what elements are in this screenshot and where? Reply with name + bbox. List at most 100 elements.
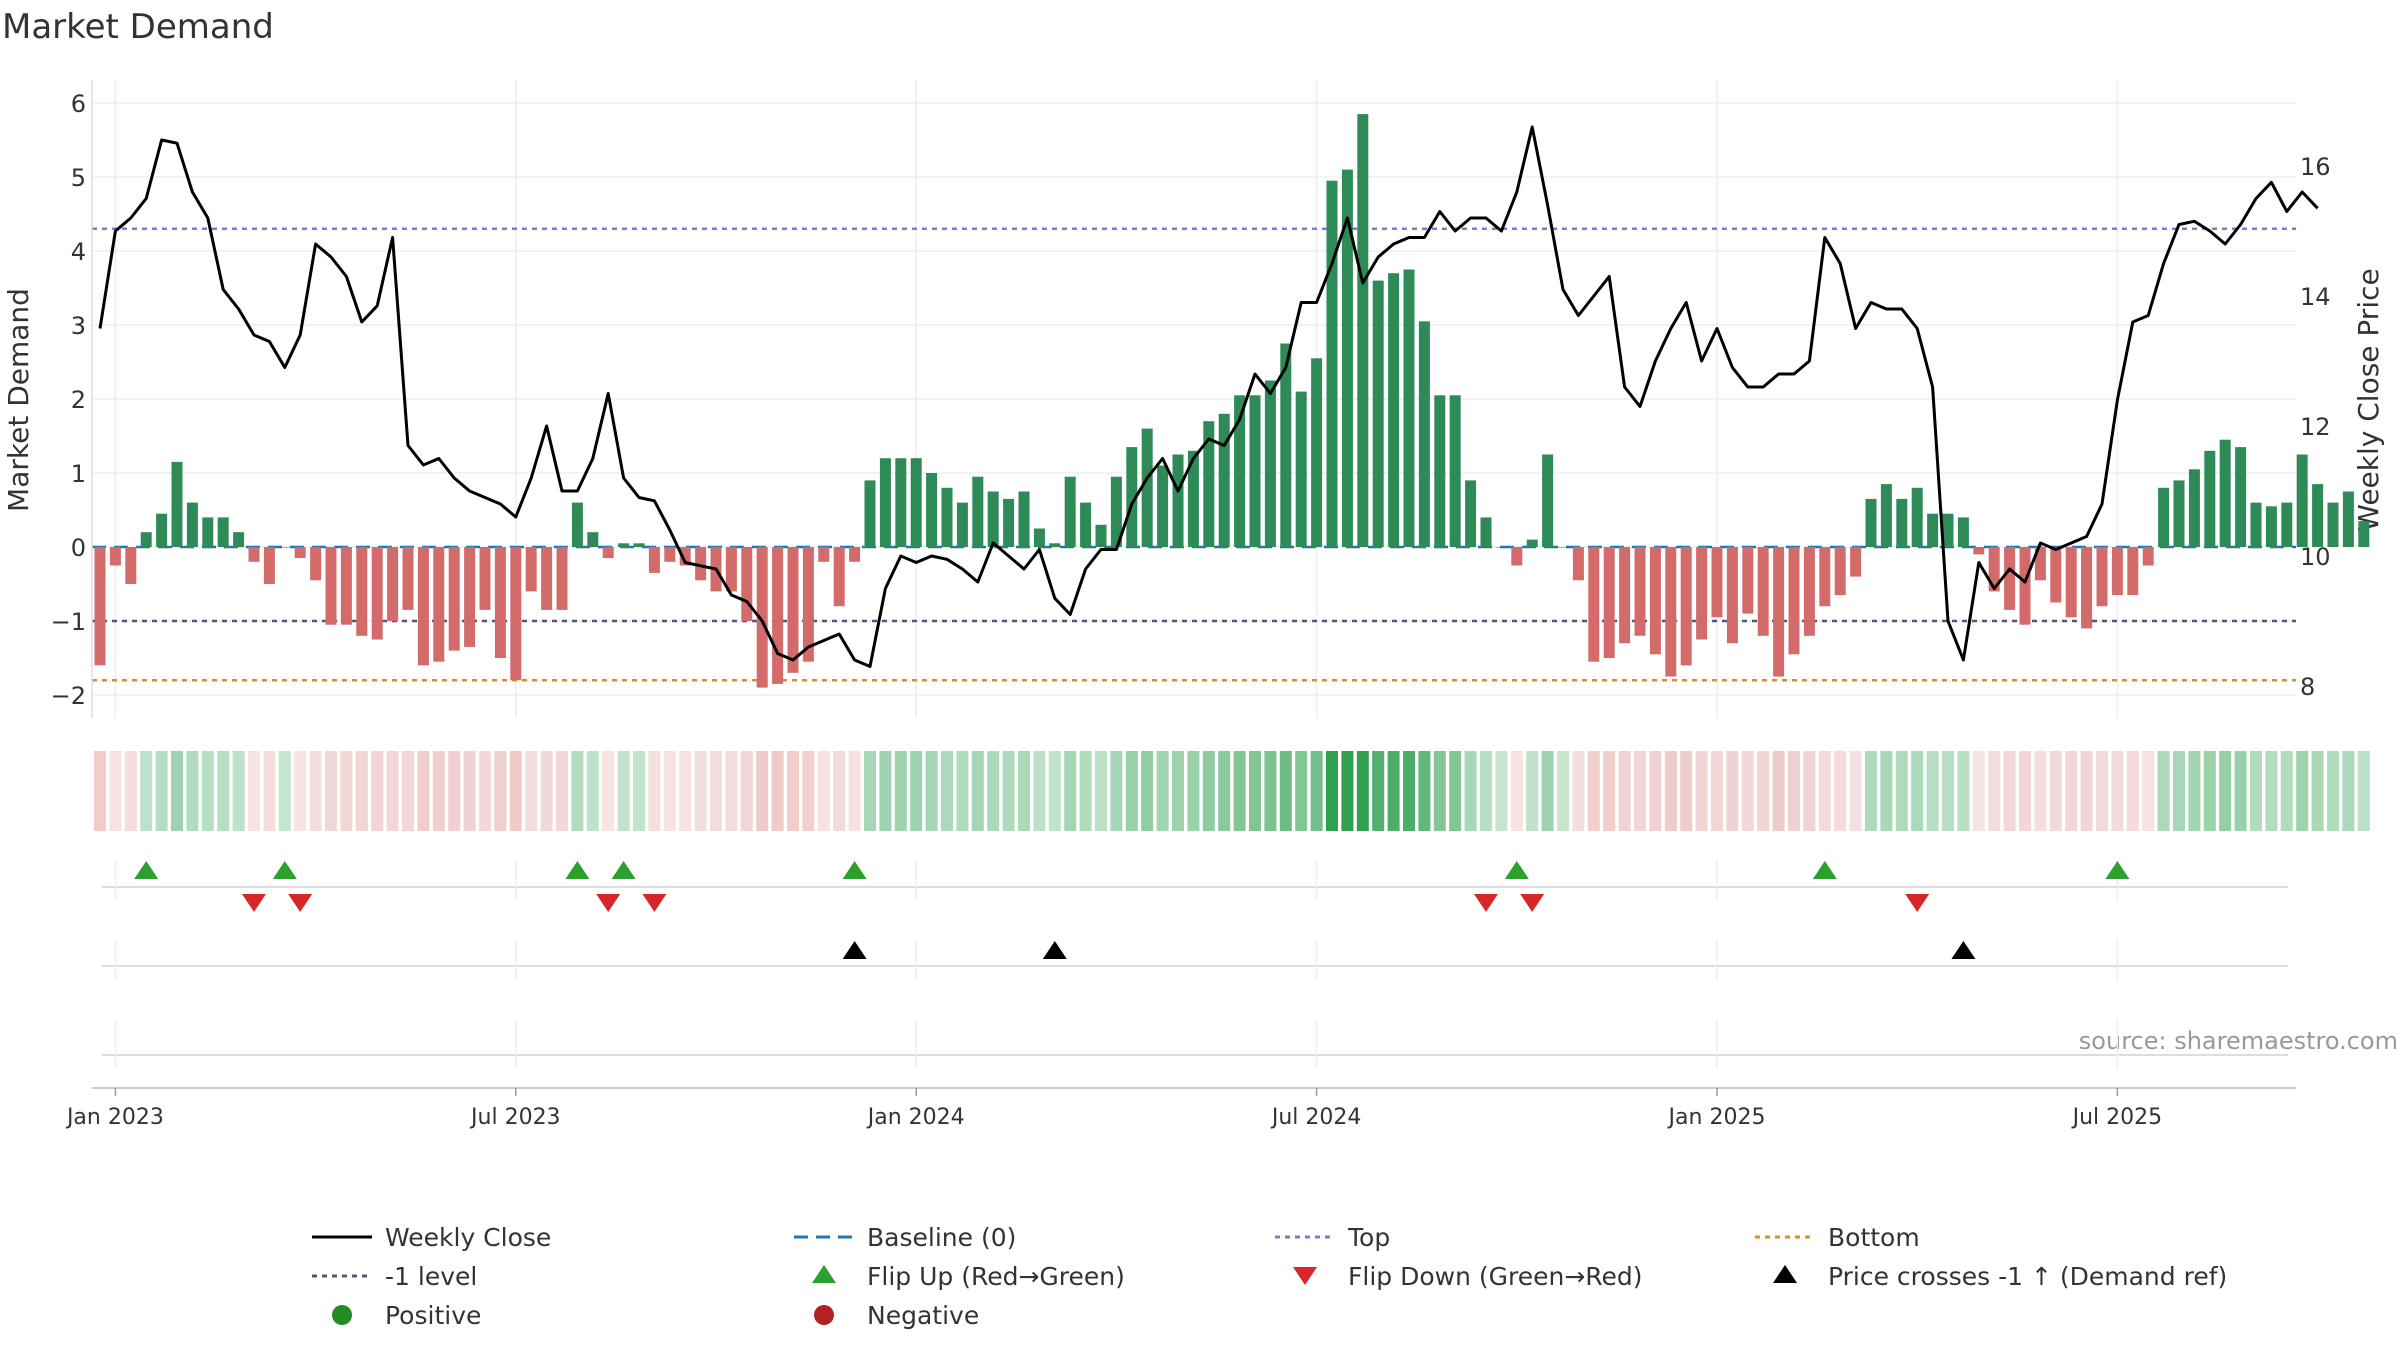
heat-cell [1310, 751, 1323, 831]
demand-bar [1942, 513, 1954, 547]
heat-cell [1695, 751, 1708, 831]
heat-cell [1603, 751, 1616, 831]
legend-glyph [1773, 1265, 1797, 1283]
demand-bar [1896, 498, 1908, 547]
demand-bar [772, 547, 784, 684]
demand-bar [2327, 502, 2339, 547]
y2-axis-label: Weekly Close Price [2352, 268, 2385, 531]
demand-bar [2127, 547, 2139, 596]
heat-cell [109, 751, 122, 831]
flip-down-marker [1905, 894, 1930, 912]
demand-bar [248, 547, 260, 562]
legend-glyph [332, 1305, 352, 1325]
legend-label: Negative [867, 1301, 979, 1330]
demand-bar [510, 547, 522, 681]
heat-cell [1726, 751, 1739, 831]
demand-bar [1234, 395, 1246, 547]
demand-bar [2358, 521, 2370, 547]
demand-bar [802, 547, 814, 662]
heat-cell [1356, 751, 1369, 831]
demand-bar [1880, 484, 1892, 547]
heat-cell [1141, 751, 1154, 831]
heat-cell [2111, 751, 2124, 831]
demand-bar [725, 547, 737, 592]
demand-bar [1865, 498, 1877, 547]
heat-cell [1957, 751, 1970, 831]
heat-cell [248, 751, 260, 831]
demand-bar [433, 547, 445, 662]
demand-bar [1187, 450, 1199, 547]
demand-bar [1542, 454, 1554, 547]
heat-cell [740, 751, 753, 831]
heat-cell [2265, 751, 2278, 831]
demand-bar [1003, 498, 1015, 547]
heat-cell [787, 751, 799, 831]
demand-bar [1588, 547, 1600, 662]
demand-bar [1157, 465, 1169, 547]
heat-cell [2096, 751, 2108, 831]
demand-bar [1372, 280, 1384, 547]
demand-bar [2050, 547, 2062, 603]
x-tick-label: Jan 2023 [65, 1105, 164, 1130]
demand-bar [109, 547, 121, 566]
heat-cell [725, 751, 738, 831]
y-tick-label: −1 [51, 608, 86, 636]
heat-cell [1264, 751, 1277, 831]
heat-cell [171, 751, 183, 831]
heat-cell [94, 751, 106, 831]
heat-cell [802, 751, 815, 831]
demand-bar [279, 547, 291, 548]
legend-label: -1 level [385, 1262, 477, 1291]
demand-bar [1742, 547, 1754, 614]
demand-bar [1080, 502, 1092, 547]
heat-cell [1095, 751, 1107, 831]
heat-cell [1649, 751, 1662, 831]
demand-bar [2004, 547, 2016, 610]
heat-cell [1002, 751, 1015, 831]
y-tick-label: 4 [71, 238, 86, 266]
demand-bar [1280, 343, 1292, 547]
demand-bar [1665, 547, 1677, 677]
heat-cell [494, 751, 507, 831]
demand-bar [1680, 547, 1692, 666]
heat-cell [1064, 751, 1077, 831]
demand-bar [2281, 502, 2293, 547]
heat-cell [1403, 751, 1415, 831]
y2-tick-label: 16 [2300, 153, 2331, 181]
demand-bar [310, 547, 322, 581]
heat-cell [1803, 751, 1816, 831]
heat-cell [2142, 751, 2155, 831]
demand-bar [1757, 547, 1769, 636]
demand-bar [525, 547, 537, 592]
flip-up-marker [2105, 861, 2130, 879]
demand-bar [756, 547, 768, 688]
demand-bar [387, 547, 399, 621]
demand-bar [541, 547, 553, 610]
demand-bar [1311, 358, 1323, 547]
demand-bar [94, 547, 106, 666]
demand-bar [1557, 547, 1569, 548]
flip-up-marker [272, 861, 297, 879]
heat-cell [1480, 751, 1492, 831]
demand-bar [1141, 428, 1153, 547]
heat-cell [910, 751, 923, 831]
demand-bar [494, 547, 506, 658]
heat-cell [817, 751, 830, 831]
demand-bar [171, 461, 183, 547]
heat-cell [633, 751, 645, 831]
heat-cell [1202, 751, 1215, 831]
heat-cell [2188, 751, 2201, 831]
demand-bar [741, 547, 753, 621]
heat-cell [2280, 751, 2293, 831]
demand-bar [664, 547, 676, 562]
demand-bar [1511, 547, 1523, 566]
heat-cell [1526, 751, 1539, 831]
demand-bar [910, 458, 922, 547]
heat-cell [1818, 751, 1831, 831]
heat-cell [1341, 751, 1354, 831]
demand-bar [356, 547, 368, 636]
price-cross-marker [1042, 941, 1067, 959]
heat-cell [2157, 751, 2170, 831]
